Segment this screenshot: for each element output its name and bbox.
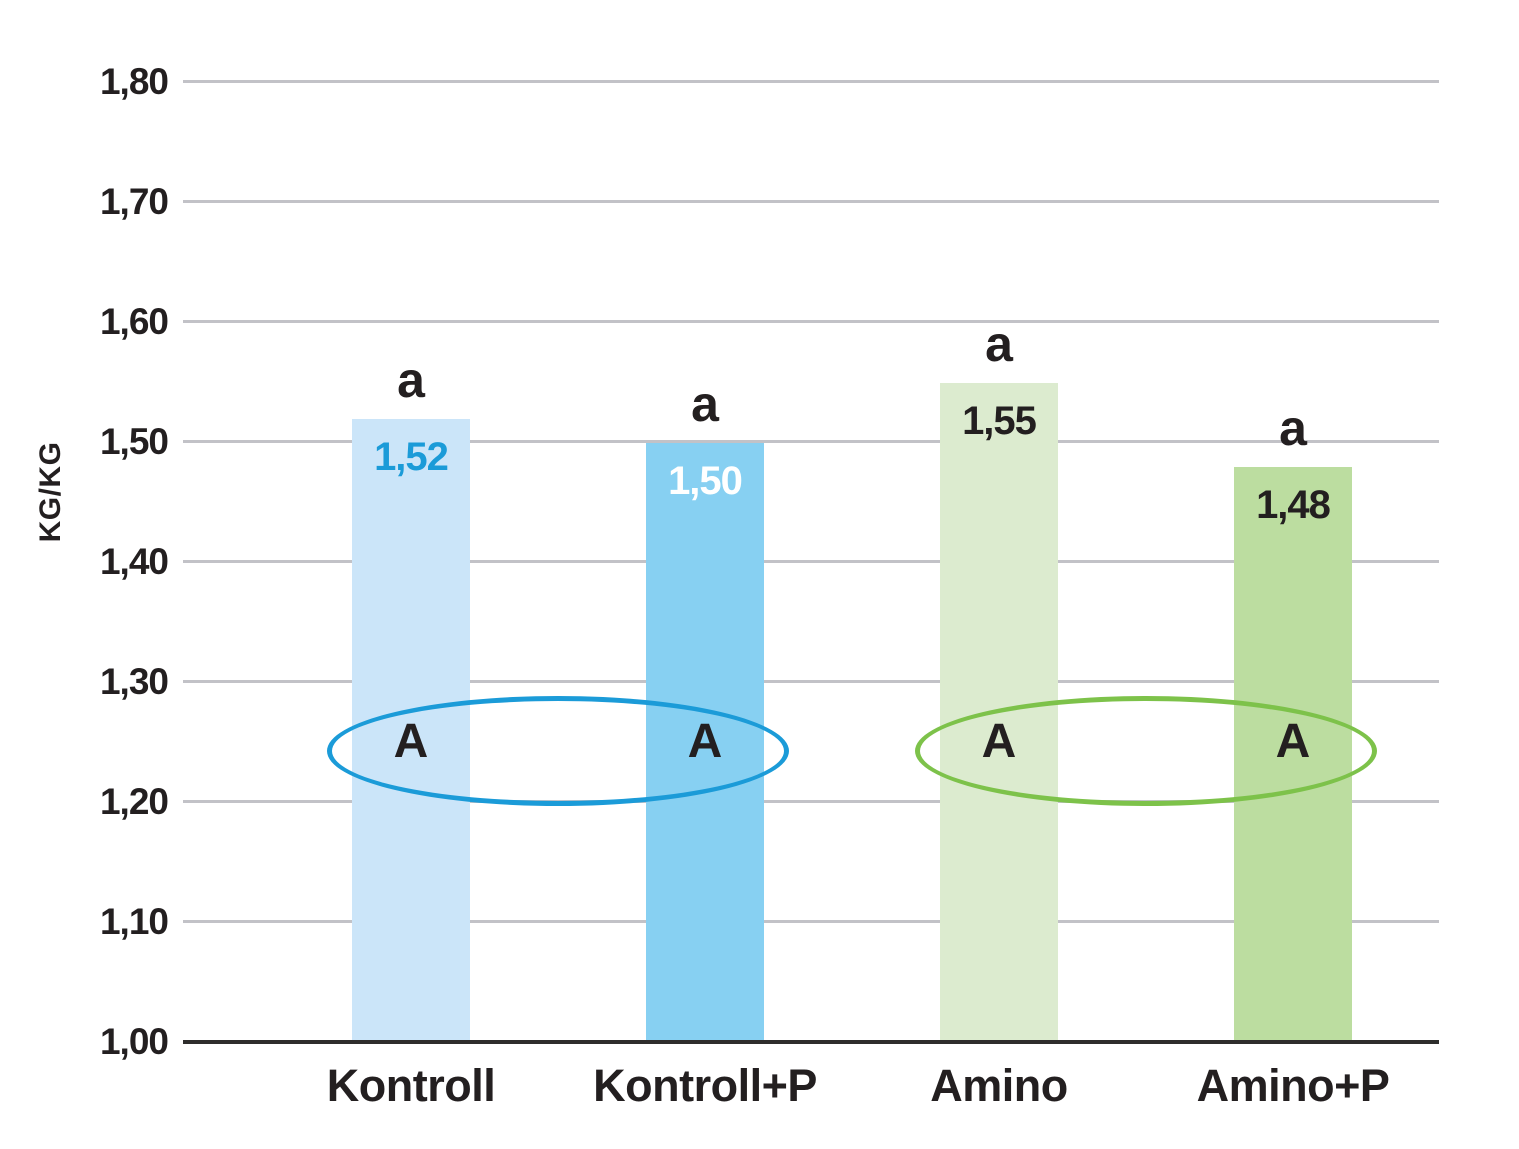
y-tick-label: 1,00: [99, 1021, 169, 1062]
gridline: [183, 560, 1439, 563]
bar-value-label: 1,48: [1256, 483, 1331, 527]
y-tick-label: 1,80: [99, 61, 169, 102]
y-tick-label: 1,70: [99, 181, 169, 222]
significance-letter-top: a: [397, 352, 425, 408]
x-category-label: Kontroll: [326, 1060, 496, 1111]
gridline: [183, 440, 1439, 443]
gridline: [183, 680, 1439, 683]
bar-value-label: 1,55: [962, 399, 1037, 443]
significance-letter-group: A: [1275, 715, 1311, 768]
significance-letter-group: A: [981, 715, 1017, 768]
y-tick-label: 1,30: [99, 661, 169, 702]
bar-value-label: 1,50: [668, 459, 743, 503]
kontroll-group-ellipse: [327, 696, 789, 806]
significance-letter-top: a: [1279, 400, 1307, 456]
bar-value-label: 1,52: [374, 435, 449, 479]
significance-letter-top: a: [985, 316, 1013, 372]
gridline: [183, 200, 1439, 203]
x-category-label: Amino: [930, 1060, 1068, 1111]
significance-letter-group: A: [687, 715, 723, 768]
x-category-label: Kontroll+P: [593, 1060, 817, 1111]
y-tick-label: 1,50: [99, 421, 169, 462]
x-category-label: Amino+P: [1196, 1060, 1390, 1111]
y-tick-label: 1,60: [99, 301, 169, 342]
x-axis-line: [183, 1040, 1439, 1044]
y-tick-label: 1,40: [99, 541, 169, 582]
gridline: [183, 800, 1439, 803]
y-tick-label: 1,20: [99, 781, 169, 822]
y-tick-label: 1,10: [99, 901, 169, 942]
amino-group-ellipse: [915, 696, 1377, 806]
gridline: [183, 320, 1439, 323]
gridline: [183, 920, 1439, 923]
gridline: [183, 80, 1439, 83]
significance-letter-top: a: [691, 376, 719, 432]
significance-letter-group: A: [393, 715, 429, 768]
